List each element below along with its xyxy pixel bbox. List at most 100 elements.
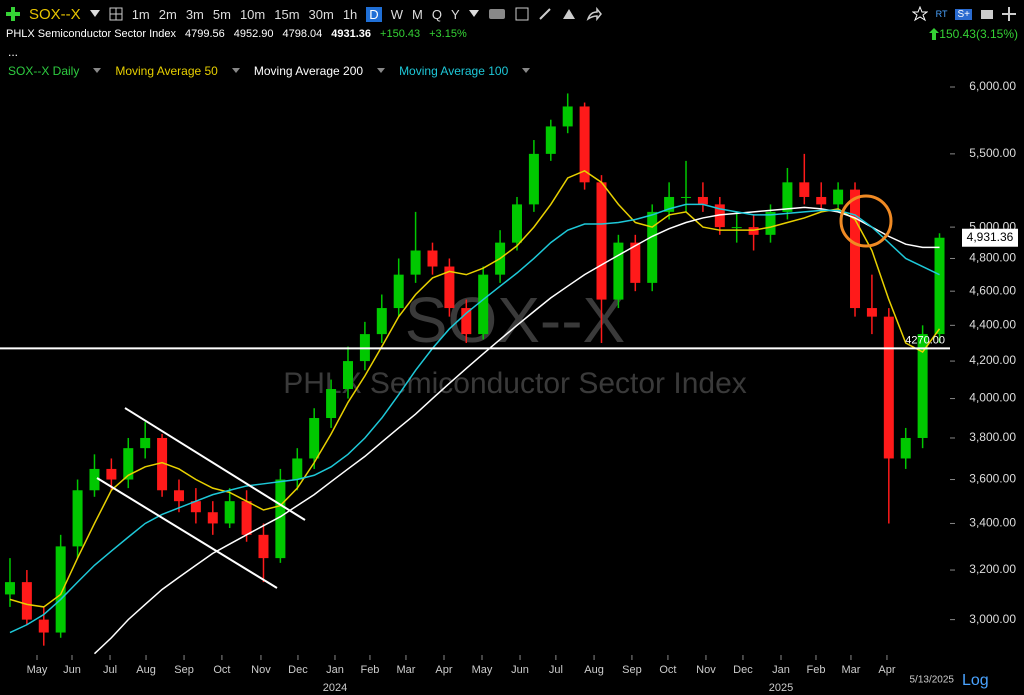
candle-body	[258, 534, 269, 559]
share-icon[interactable]	[586, 7, 602, 21]
legend-dropdown[interactable]	[522, 68, 531, 74]
trendline	[96, 477, 278, 589]
timeframe[interactable]: 3m	[185, 6, 204, 22]
legend-entry[interactable]: Moving Average 100	[399, 64, 509, 78]
candle-body	[140, 437, 151, 449]
print-icon[interactable]	[980, 7, 994, 21]
color-icon[interactable]	[561, 7, 577, 21]
x-tick-label: Dec	[733, 664, 753, 676]
timeframe[interactable]: Q	[431, 6, 442, 22]
index-name: PHLX Semiconductor Sector Index	[6, 28, 176, 40]
legend-entry[interactable]: Moving Average 200	[253, 64, 364, 78]
x-tick-label: Feb	[360, 664, 379, 676]
grid-icon[interactable]	[109, 7, 123, 21]
date-label: 5/13/2025	[910, 675, 955, 686]
candle-body	[934, 237, 945, 335]
calc-icon[interactable]	[515, 7, 529, 21]
timeframe[interactable]: 5m	[212, 6, 231, 22]
timeframe[interactable]: 15m	[274, 6, 300, 22]
change: +150.43	[380, 28, 421, 40]
x-tick-label: May	[472, 664, 493, 676]
candle-body	[511, 204, 522, 243]
y-tick-label: 3,000.00	[969, 612, 1016, 626]
x-tick-label: Nov	[251, 664, 271, 676]
timeframe[interactable]: W	[390, 6, 403, 22]
x-tick-label: Aug	[136, 664, 156, 676]
timeframe[interactable]: 1h	[342, 6, 358, 22]
x-tick-label: Jun	[63, 664, 81, 676]
x-tick-label: Apr	[878, 664, 895, 676]
open: 4799.56	[184, 28, 225, 40]
moving-average	[9, 169, 941, 608]
candle-body	[681, 196, 692, 198]
watermark-symbol: SOX--X	[405, 284, 625, 356]
indicator-icon[interactable]	[488, 7, 506, 21]
candle-body	[799, 182, 810, 197]
x-tick-label: Sep	[622, 664, 642, 676]
trendline	[124, 407, 306, 521]
x-tick-label: Mar	[841, 664, 860, 676]
x-tick-label: Feb	[806, 664, 825, 676]
legend-entry[interactable]: Moving Average 50	[115, 64, 218, 78]
y-tick-label: 3,400.00	[969, 516, 1016, 530]
candle-body	[275, 479, 286, 559]
timeframe[interactable]: 10m	[239, 6, 266, 22]
moving-average	[9, 203, 940, 634]
candle-body	[393, 274, 404, 309]
x-tick-label: Jan	[326, 664, 344, 676]
x-tick-label: Sep	[174, 664, 194, 676]
candle-body	[917, 334, 928, 438]
candle-body	[816, 196, 827, 205]
x-tick-label: Jan	[772, 664, 790, 676]
toolbar-right: RT S+	[911, 4, 1016, 24]
sp-button[interactable]: S+	[955, 8, 972, 20]
draw-icon[interactable]	[538, 7, 552, 21]
candle-body	[173, 490, 184, 502]
y-tick-label: 4,000.00	[969, 391, 1016, 405]
candle-body	[444, 266, 455, 309]
dropdown[interactable]	[468, 10, 479, 18]
timeframe[interactable]: Y	[450, 6, 460, 22]
x-tick-label: Oct	[659, 664, 676, 676]
timeframe[interactable]: 30m	[308, 6, 334, 22]
candle-body	[427, 250, 438, 267]
candle-body	[478, 274, 489, 335]
year-label: 2025	[769, 682, 793, 694]
candle-body	[4, 582, 15, 595]
legend: SOX--X Daily Moving Average 50 Moving Aver…	[8, 63, 531, 79]
candle-body	[21, 582, 32, 620]
timeframe[interactable]: M	[411, 6, 423, 22]
legend-dropdown[interactable]	[231, 68, 240, 74]
rt-flag[interactable]: RT	[935, 9, 948, 19]
candle-body	[562, 106, 573, 127]
x-tick-label: May	[27, 664, 48, 676]
candle-body	[697, 196, 708, 205]
legend-entry[interactable]: SOX--X Daily	[8, 64, 80, 78]
candle-body	[630, 242, 641, 283]
candle-body	[410, 250, 421, 275]
move-icon[interactable]	[1002, 7, 1016, 21]
legend-dropdown[interactable]	[93, 68, 102, 74]
more[interactable]: ...	[8, 45, 19, 59]
timeframe[interactable]: 1m	[131, 6, 150, 22]
star-icon[interactable]	[911, 6, 928, 22]
change-summary-text: 150.43(3.15%)	[939, 27, 1018, 41]
log-button[interactable]: Log	[962, 672, 989, 689]
candle-body	[714, 204, 725, 228]
timeframe[interactable]: D	[366, 6, 382, 22]
x-tick-label: Mar	[396, 664, 415, 676]
y-tick-label: 4,800.00	[969, 251, 1016, 265]
add-icon[interactable]	[6, 7, 20, 21]
symbol[interactable]: SOX--X	[29, 5, 81, 23]
y-tick-label: 6,000.00	[969, 79, 1016, 93]
moving-average	[93, 206, 940, 655]
last-price-box	[962, 228, 1018, 247]
quote-bar: PHLX Semiconductor Sector Index 4799.56 …	[6, 27, 467, 41]
dropdown[interactable]	[89, 10, 100, 18]
candle-body	[528, 153, 539, 205]
legend-dropdown[interactable]	[377, 68, 386, 74]
candle-body	[241, 501, 252, 535]
candle-body	[89, 468, 100, 491]
timeframe[interactable]: 2m	[158, 6, 177, 22]
